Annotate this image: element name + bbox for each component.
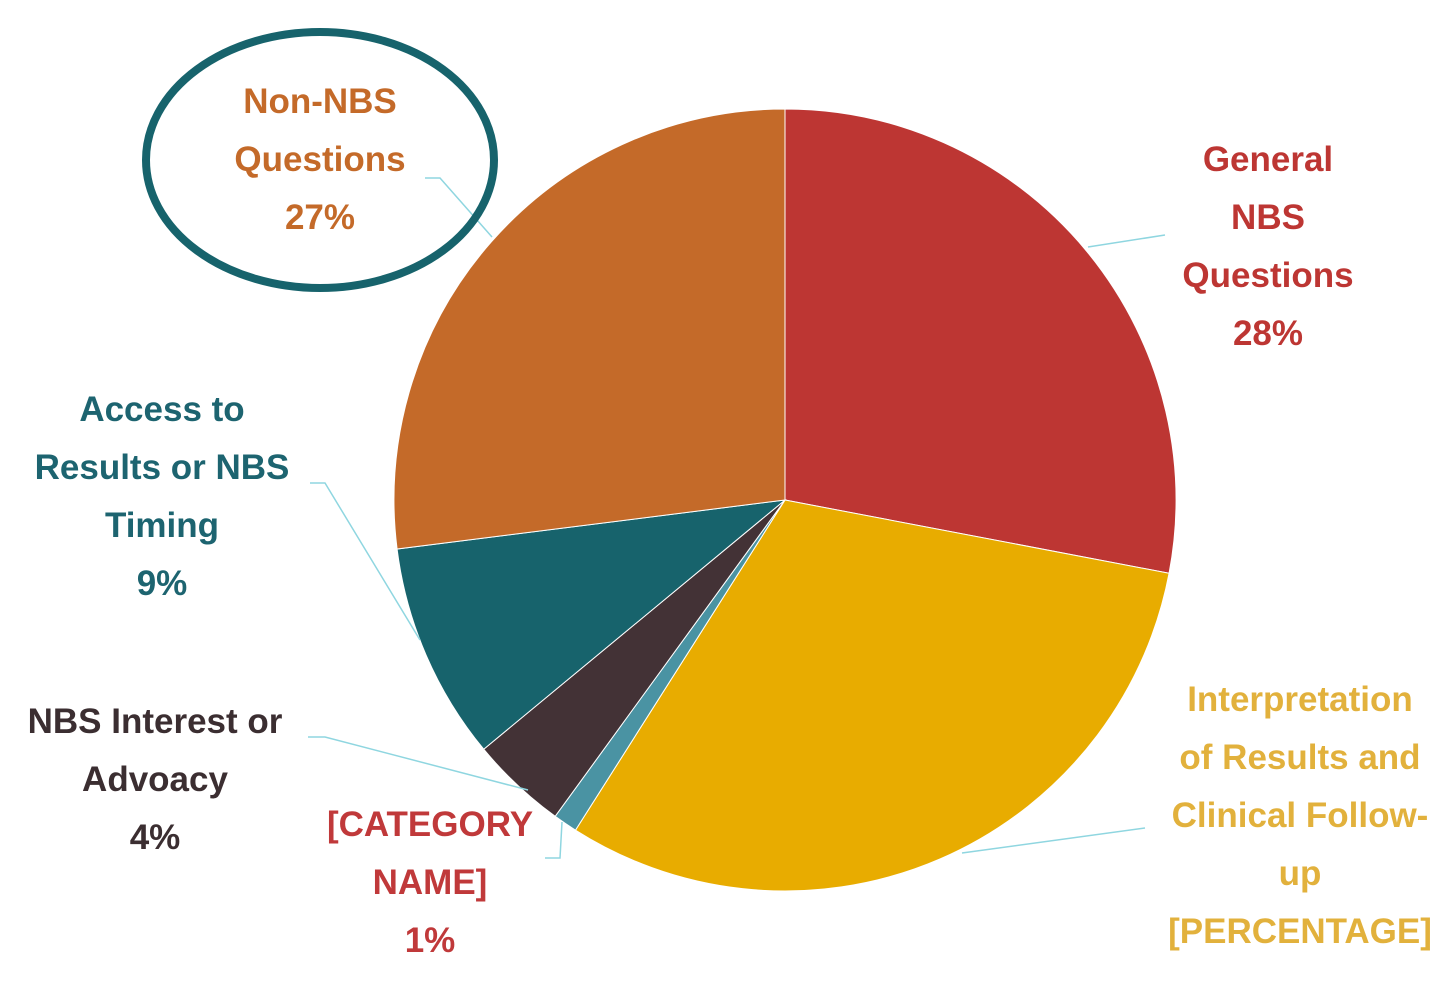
pie-slice	[574, 499, 1170, 892]
leader-line	[545, 821, 563, 859]
value-label: 28%	[1232, 314, 1304, 353]
slice-label: NBS Interest or Advoacy 4%	[28, 693, 283, 867]
leader-lines	[308, 177, 1166, 859]
value-label: 9%	[136, 564, 188, 603]
slice-label: Access to Results or NBS Timing 9%	[35, 381, 290, 613]
leader-line	[308, 736, 529, 791]
slice-label: Interpretation of Results and Clinical F…	[1168, 671, 1432, 961]
category-name: Non-NBS Questions	[234, 82, 406, 179]
leader-line	[961, 827, 1146, 854]
leader-line	[310, 482, 421, 641]
value-label: 27%	[284, 198, 356, 237]
slice-label: [CATEGORY NAME] 1%	[327, 796, 533, 970]
pie-slice	[393, 108, 786, 550]
category-name: General NBS Questions	[1182, 140, 1354, 295]
category-name: Interpretation of Results and Clinical F…	[1171, 680, 1429, 893]
pie-slice	[396, 499, 787, 750]
value-label: 4%	[129, 818, 181, 857]
value-label: [PERCENTAGE]	[1168, 912, 1432, 951]
leader-line	[1087, 234, 1166, 248]
pie-slice	[784, 108, 1177, 574]
slice-label: General NBS Questions 28%	[1177, 131, 1359, 363]
category-name: Access to Results or NBS Timing	[34, 390, 290, 545]
highlight-ellipse	[142, 28, 498, 292]
category-name: NBS Interest or Advoacy	[27, 702, 283, 799]
category-name: [CATEGORY NAME]	[326, 805, 534, 902]
value-label: 1%	[404, 921, 456, 960]
slice-label: Non-NBS Questions 27%	[234, 73, 405, 247]
